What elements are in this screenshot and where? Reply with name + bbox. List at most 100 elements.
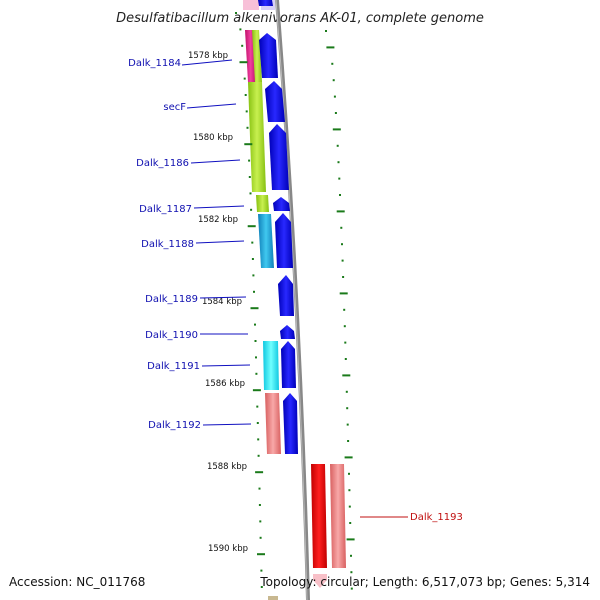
scale-tick-minor [350, 587, 353, 590]
scale-tick-major [255, 471, 264, 474]
scale-tick-major [257, 553, 265, 556]
forward-strand-genes [258, 0, 298, 454]
scale-tick-minor [259, 520, 262, 523]
feature-top-pink [243, 0, 259, 10]
scale-tick-minor [346, 407, 349, 410]
gene-label[interactable]: Dalk_1189 [145, 294, 198, 305]
scale-tick-minor [258, 504, 261, 506]
gene-arrow-red [311, 464, 327, 568]
kbp-scale: 1578 kbp 1580 kbp 1582 kbp 1584 kbp 1586… [188, 51, 248, 554]
scale-tick-major [332, 128, 341, 131]
leader-line [195, 240, 245, 244]
leader-line [199, 296, 247, 299]
scale-tick-minor [249, 192, 252, 195]
feature-lime-2 [248, 82, 266, 192]
scale-tick-minor [256, 405, 259, 408]
gene-label[interactable]: Dalk_1188 [141, 239, 194, 250]
scale-tick-minor [350, 554, 352, 557]
scale-tick-minor [325, 30, 327, 32]
scale-tick-minor [343, 308, 346, 311]
gene-arrow-pink-tip [313, 574, 327, 588]
gene-label[interactable]: secF [163, 102, 186, 113]
scale-tick-minor [248, 159, 251, 162]
scale-tick-minor [350, 571, 353, 574]
scale-tick-minor [256, 422, 259, 424]
kbp-label: 1582 kbp [198, 215, 238, 225]
scale-tick-minor [252, 274, 255, 277]
leader-line [202, 423, 252, 426]
scale-tick-major [252, 389, 261, 392]
scale-tick-major [342, 374, 351, 377]
scale-tick-major [250, 307, 259, 310]
feature-salmon-right [330, 464, 346, 568]
gene-arrow-blue [278, 275, 294, 316]
scale-tick-minor [243, 77, 246, 80]
scale-tick-minor [345, 390, 348, 393]
gene-label[interactable]: Dalk_1187 [139, 204, 192, 215]
scale-tick-minor [339, 194, 341, 196]
scale-tick-minor [332, 79, 335, 82]
kbp-label: 1580 kbp [193, 133, 233, 143]
feature-salmon-left [265, 393, 281, 454]
feature-bottom-tan [268, 596, 278, 600]
leader-line [190, 159, 241, 164]
gene-label[interactable]: Dalk_1193 [410, 512, 463, 523]
scale-tick-minor [257, 438, 260, 441]
leader-line [201, 364, 251, 367]
scale-tick-minor [343, 325, 346, 328]
scale-tick-minor [239, 28, 242, 31]
kbp-label: 1586 kbp [205, 379, 245, 389]
gene-arrow-blue [265, 81, 285, 122]
scale-tick-minor [331, 62, 334, 65]
gene-label[interactable]: Dalk_1186 [136, 158, 189, 169]
scale-tick-minor [254, 323, 256, 326]
gene-labels-left: Dalk_1184 secF Dalk_1186 Dalk_1187 Dalk_… [128, 58, 201, 431]
scale-tick-minor [255, 356, 257, 359]
gene-label[interactable]: Dalk_1184 [128, 58, 181, 69]
scale-tick-minor [245, 110, 248, 113]
scale-tick-major [344, 456, 353, 459]
tick-track-left [235, 12, 265, 588]
scale-tick-minor [344, 341, 347, 344]
gene-arrow-blue [283, 393, 298, 454]
scale-tick-minor [348, 489, 351, 492]
scale-tick-major [239, 61, 248, 64]
scale-tick-minor [334, 112, 337, 114]
topology-text: Topology: circular; Length: 6,517,073 bp… [259, 575, 590, 589]
genome-backbone [275, 0, 310, 600]
scale-tick-minor [260, 569, 263, 572]
scale-tick-minor [349, 522, 352, 524]
feature-aqua [263, 341, 279, 390]
scale-tick-minor [333, 95, 336, 98]
scale-tick-major [346, 538, 355, 541]
kbp-label: 1578 kbp [188, 51, 228, 61]
scale-tick-minor [259, 536, 262, 539]
scale-tick-minor [248, 176, 251, 178]
scale-tick-minor [346, 423, 349, 426]
gene-label[interactable]: Dalk_1190 [145, 330, 198, 341]
gene-arrow-blue [259, 33, 278, 78]
scale-tick-minor [342, 276, 345, 278]
map-title: Desulfatibacillum alkenivorans AK-01, co… [116, 11, 484, 26]
gene-arrow-blue [269, 124, 289, 190]
scale-tick-minor [235, 12, 237, 14]
scale-tick-minor [254, 340, 257, 342]
scale-tick-minor [246, 126, 249, 129]
gene-label[interactable]: Dalk_1191 [147, 361, 200, 372]
scale-tick-minor [260, 586, 263, 588]
scale-tick-minor [336, 144, 339, 147]
gene-arrow-blue [258, 0, 273, 6]
scale-tick-major [339, 292, 348, 295]
scale-tick-minor [340, 226, 343, 229]
gene-arrow-blue [275, 213, 293, 268]
scale-tick-minor [341, 259, 344, 262]
gene-arrow-blue [281, 341, 296, 388]
scale-tick-major [247, 225, 256, 228]
gene-label[interactable]: Dalk_1192 [148, 420, 201, 431]
scale-tick-minor [255, 372, 258, 375]
tick-track-right [325, 30, 355, 590]
scale-tick-minor [341, 243, 343, 246]
scale-tick-minor [251, 241, 254, 244]
feature-cyan [258, 214, 274, 268]
